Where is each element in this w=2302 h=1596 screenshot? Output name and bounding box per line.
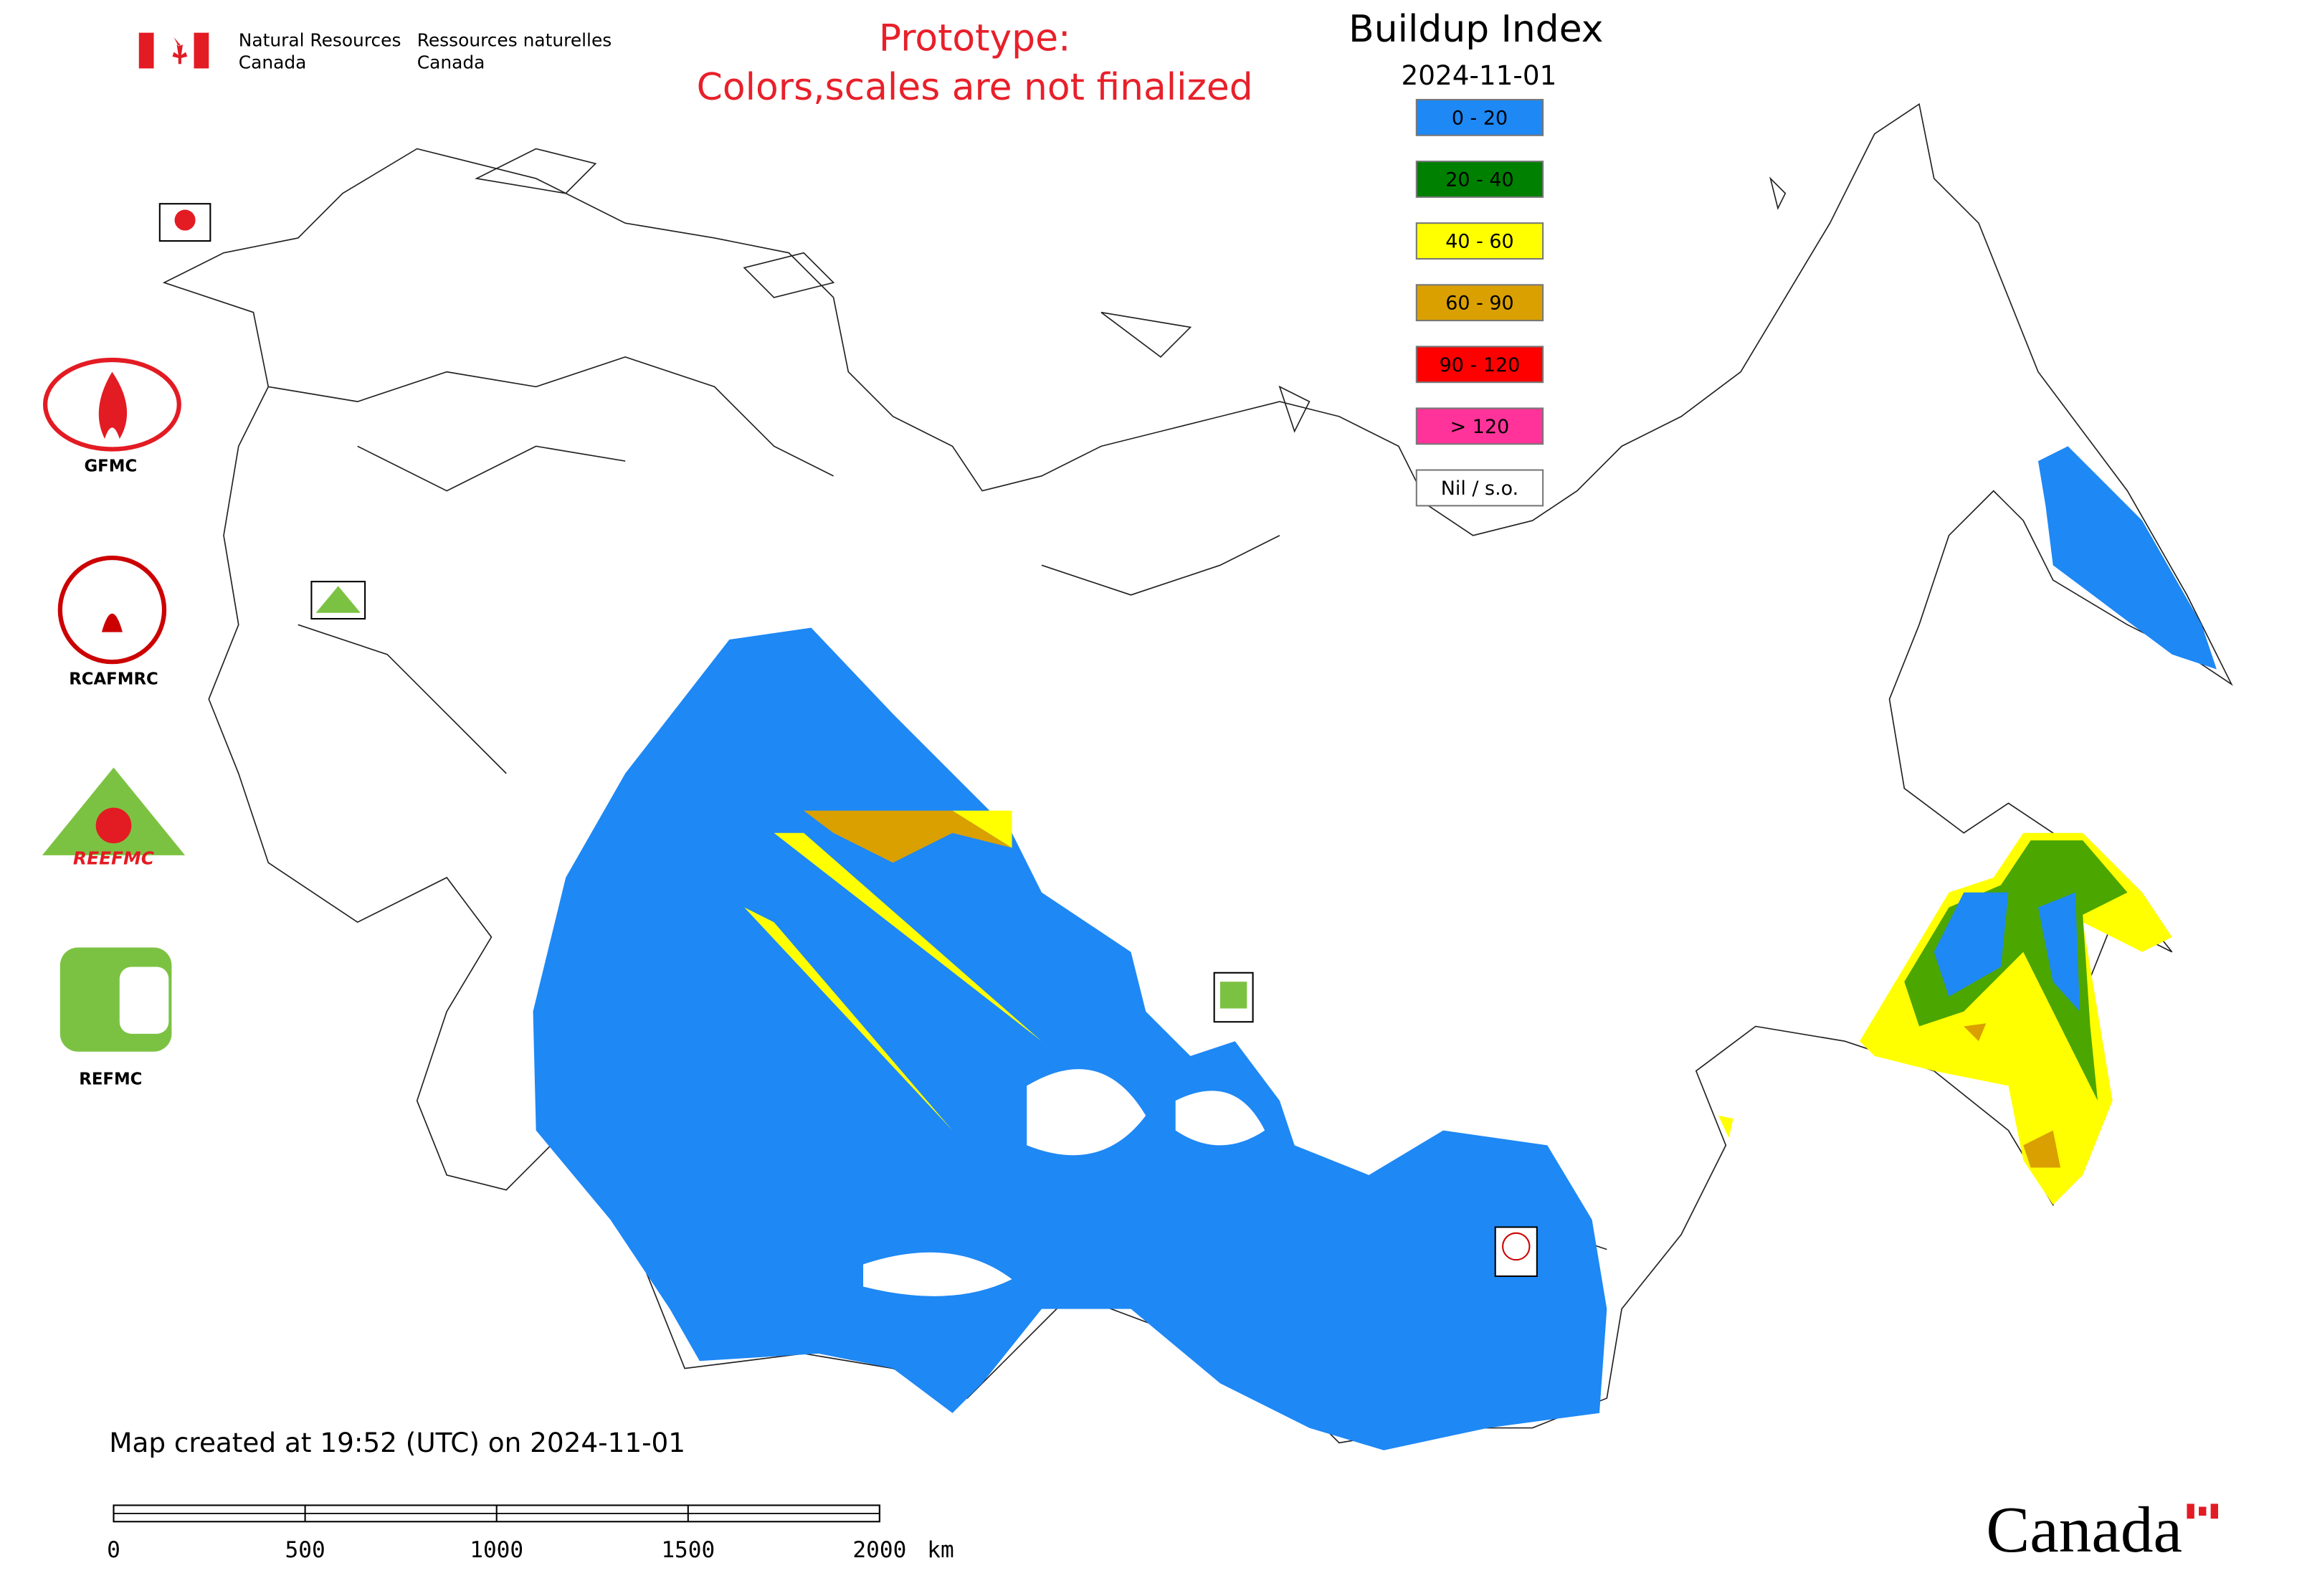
region bbox=[1934, 892, 2080, 1012]
legend-swatch bbox=[1415, 346, 1544, 384]
agency-en: Natural Resources bbox=[239, 29, 401, 50]
legend-label: 0 - 20 bbox=[1452, 107, 1508, 129]
partner-label: REFMC bbox=[79, 1070, 142, 1088]
scale-label: 500 bbox=[285, 1537, 325, 1563]
scale-bar: 0 500 1000 1500 2000 km bbox=[107, 1504, 954, 1563]
legend-swatch bbox=[1415, 469, 1544, 507]
legend-label: 60 - 90 bbox=[1445, 293, 1513, 315]
region bbox=[744, 810, 1042, 1131]
legend-label: > 120 bbox=[1450, 416, 1510, 438]
agency-en: Canada bbox=[239, 52, 307, 72]
nrcan-signature: Natural Resources Canada Ressources natu… bbox=[138, 29, 612, 72]
legend-label: 20 - 40 bbox=[1445, 169, 1513, 191]
legend-label: 40 - 60 bbox=[1445, 231, 1513, 253]
scale-label: 1000 bbox=[470, 1537, 523, 1563]
notice: Prototype: bbox=[879, 17, 1071, 60]
scale-label: 2000 bbox=[852, 1537, 906, 1563]
scale-unit: km bbox=[927, 1537, 953, 1563]
agency-fr: Canada bbox=[417, 52, 485, 72]
legend-swatch bbox=[1415, 222, 1544, 260]
legend-label: 90 - 120 bbox=[1440, 354, 1521, 376]
legend-swatch bbox=[1415, 284, 1544, 322]
partner-logos: GFMC RCAFMRC REEFMC REFMC bbox=[42, 357, 186, 1088]
created-note: Map created at 19:52 (UTC) on 2024-11-01 bbox=[109, 1427, 685, 1458]
index-shading bbox=[533, 446, 2217, 1450]
partner-label: REEFMC bbox=[73, 847, 155, 868]
legend-swatch bbox=[1415, 407, 1544, 445]
legend: Buildup Index 2024-11-01 0 - 20 20 - 40 40… bbox=[1349, 8, 1603, 507]
wordmark: Canada bbox=[1986, 1493, 2182, 1566]
agency-fr: Ressources naturelles bbox=[417, 29, 612, 50]
canada-wordmark: Canada bbox=[1986, 1493, 2218, 1566]
region bbox=[863, 1069, 1265, 1296]
legend-label: Nil / s.o. bbox=[1441, 478, 1519, 500]
region bbox=[2037, 446, 2217, 670]
region bbox=[533, 627, 1607, 1450]
partner-label: GFMC bbox=[84, 457, 137, 476]
legend-swatch bbox=[1415, 98, 1544, 136]
notice: Colors,scales are not finalized bbox=[697, 66, 1253, 109]
scale-label: 0 bbox=[107, 1537, 120, 1563]
office-markers bbox=[158, 203, 1538, 1278]
legend-date: 2024-11-01 bbox=[1401, 60, 1556, 91]
legend-title: Buildup Index bbox=[1349, 8, 1603, 51]
legend-swatch bbox=[1415, 161, 1544, 198]
partner-label: RCAFMRC bbox=[69, 670, 158, 688]
scale-label: 1500 bbox=[661, 1537, 715, 1563]
